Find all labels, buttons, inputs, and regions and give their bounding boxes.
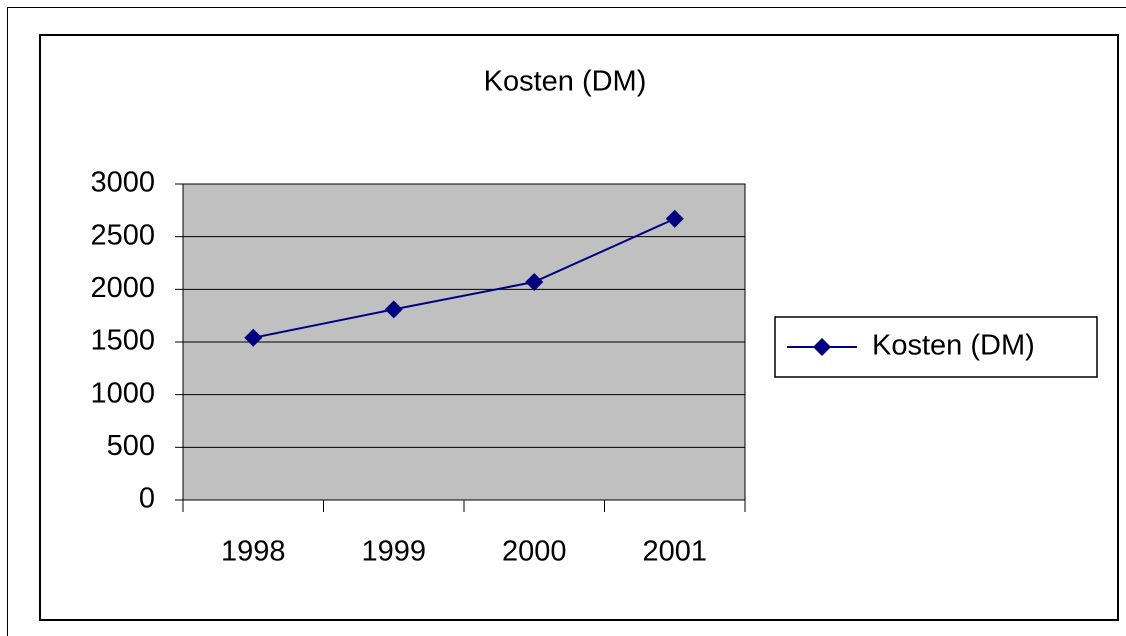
y-tick-label: 2000: [90, 272, 155, 304]
legend-marker: [813, 338, 831, 356]
data-line: [253, 217, 676, 339]
x-tick-label: 2000: [502, 536, 567, 568]
data-marker: [665, 209, 684, 228]
data-marker: [525, 272, 544, 291]
y-tick-label: 1500: [90, 325, 155, 357]
x-tick-label: 1998: [221, 536, 286, 568]
data-marker: [244, 328, 263, 347]
y-tick-label: 1000: [90, 377, 155, 409]
x-tick-label: 1999: [361, 536, 426, 568]
x-tick-label: 2001: [642, 536, 707, 568]
y-tick-label: 0: [139, 483, 155, 515]
y-tick-label: 3000: [90, 167, 155, 199]
y-tick-label: 500: [107, 430, 155, 462]
legend-label: Kosten (DM): [872, 330, 1035, 362]
chart-title: Kosten (DM): [484, 66, 647, 98]
y-tick-label: 2500: [90, 219, 155, 251]
data-marker: [384, 300, 403, 319]
